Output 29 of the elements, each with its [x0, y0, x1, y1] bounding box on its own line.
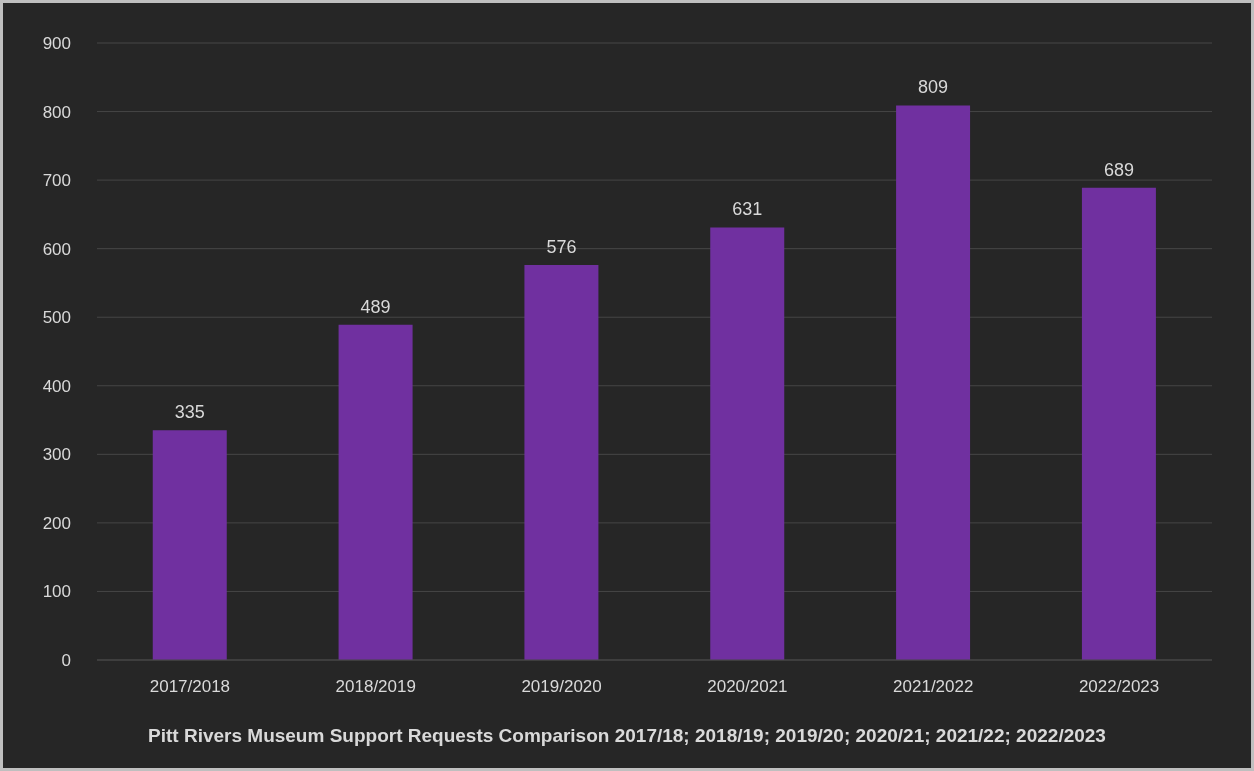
data-label: 689: [1103, 159, 1134, 180]
bar: [152, 430, 227, 660]
data-label: 576: [546, 237, 577, 258]
y-tick-label: 600: [42, 239, 71, 259]
x-tick-label: 2017/2018: [149, 677, 231, 697]
x-tick-label: 2021/2022: [893, 677, 974, 697]
y-tick-label: 900: [42, 34, 71, 54]
data-label: 631: [732, 199, 763, 220]
bar: [710, 227, 785, 660]
data-label: 489: [360, 296, 391, 317]
x-tick-label: 2020/2021: [707, 677, 788, 697]
y-tick-label: 300: [42, 445, 71, 465]
y-tick-label: 500: [42, 308, 71, 328]
data-label: 809: [918, 77, 949, 98]
y-tick-label: 200: [42, 513, 71, 533]
x-tick-label: 2018/2019: [335, 677, 416, 697]
bar: [338, 324, 413, 660]
bar: [524, 265, 599, 660]
y-tick-label: 400: [42, 376, 71, 396]
x-tick-label: 2022/2023: [1078, 677, 1160, 697]
y-tick-label: 700: [42, 171, 71, 191]
text: Pitt Rivers Museum Support Requests Comparison 2017/18; 2018/19; 2019/20; 2020/21; 2021/22; 2022/2023: [147, 725, 1107, 747]
x-tick-label: 2019/2020: [521, 677, 602, 697]
data-label: 335: [174, 402, 205, 423]
bar: [896, 105, 971, 660]
bar: [1081, 187, 1156, 660]
y-tick-label: 0: [61, 651, 71, 671]
y-tick-label: 800: [42, 102, 71, 122]
y-tick-label: 100: [42, 582, 71, 602]
